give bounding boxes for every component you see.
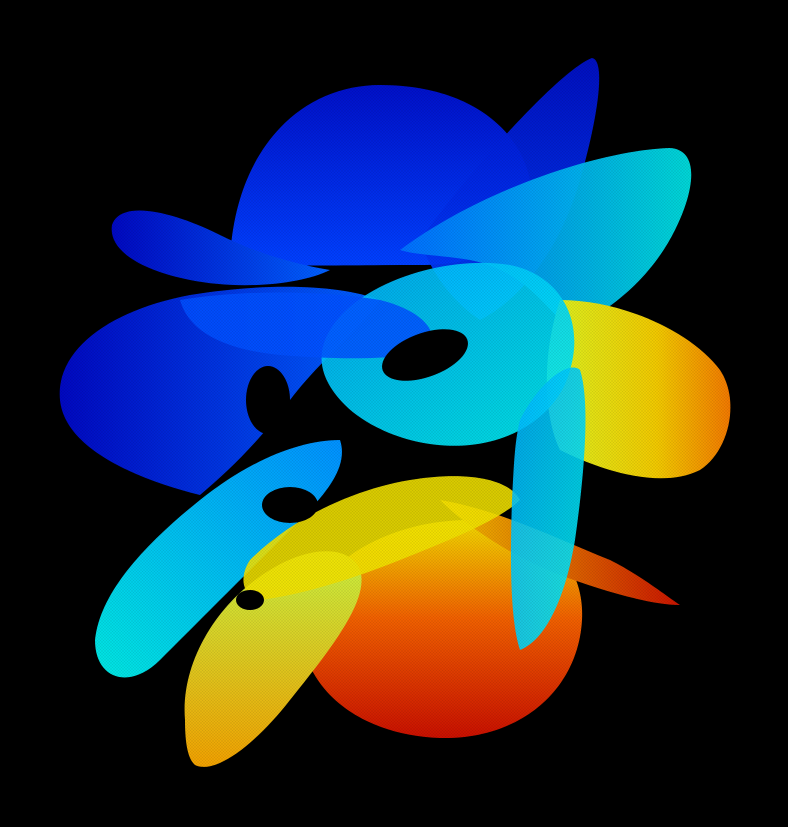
surface-render — [50, 50, 740, 780]
render-canvas — [50, 50, 740, 780]
